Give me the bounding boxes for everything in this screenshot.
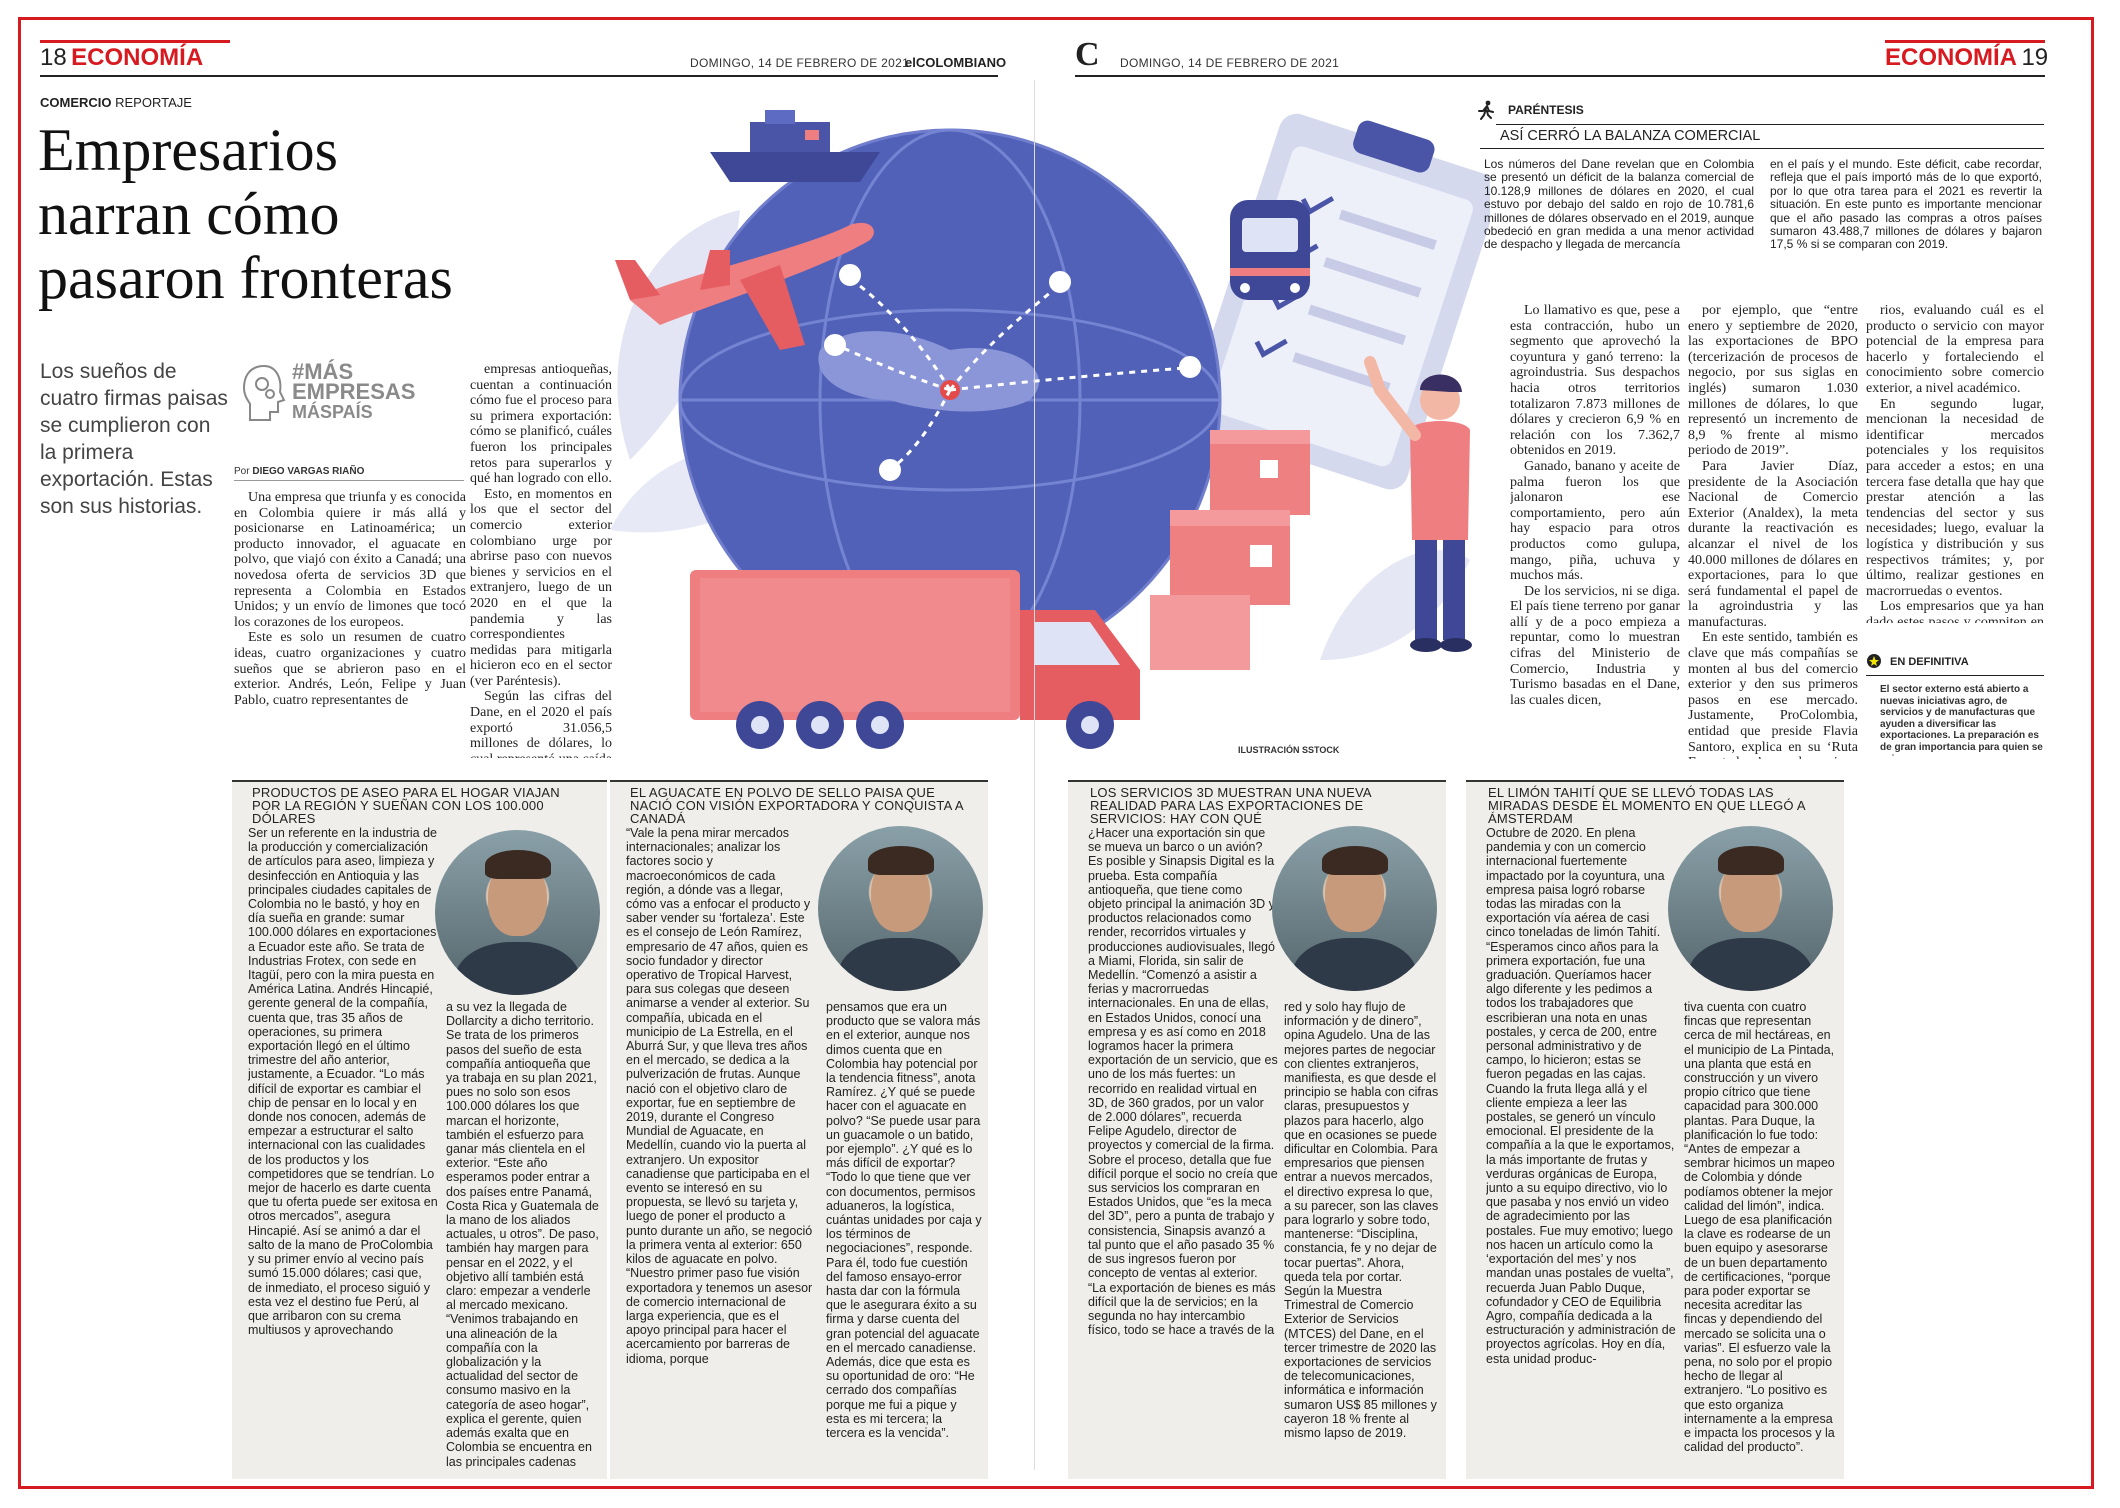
module-2-title: EL AGUACATE EN POLVO DE SELLO PAISA QUE … xyxy=(630,785,963,826)
parentesis-rule-2 xyxy=(1480,148,2044,149)
head-gears-icon xyxy=(240,362,288,424)
module-1-title: PRODUCTOS DE ASEO PARA EL HOGAR VIAJAN P… xyxy=(252,785,560,826)
kicker-section: COMERCIO xyxy=(40,95,112,110)
module-4-col-1: Octubre de 2020. En plena pandemia y con… xyxy=(1486,826,1676,1366)
portrait-felipe-agudelo xyxy=(1272,826,1437,991)
parentesis-rule xyxy=(1496,124,2044,125)
right-page-number: 19 xyxy=(2021,44,2049,71)
module-4-title: EL LIMÓN TAHITÍ QUE SE LLEVÓ TODAS LAS M… xyxy=(1488,785,1805,826)
parentesis-col-2: en el país y el mundo. Este déficit, cab… xyxy=(1770,158,2042,252)
article-paragraph: por ejemplo, que “entre enero y septiemb… xyxy=(1688,303,1858,459)
headline-line-3: pasaron fronteras xyxy=(38,245,453,311)
headline-line-2: narran cómo xyxy=(38,181,340,247)
article-paragraph: Una empresa que triunfa y es conocida en… xyxy=(234,490,466,630)
right-header-rule xyxy=(1075,75,2045,77)
article-paragraph: Según las cifras del Dane, en el 2020 el… xyxy=(470,689,612,758)
article-paragraph: En segundo lugar, mencionan la necesidad… xyxy=(1866,396,2044,599)
page-border xyxy=(18,17,2094,1489)
article-paragraph: Lo llamativo es que, pese a esta contrac… xyxy=(1510,303,1680,459)
airplane-icon xyxy=(615,222,874,350)
left-red-bar xyxy=(40,40,230,43)
campaign-line-1: #MÁS xyxy=(292,359,354,384)
subhead: Los sueños de cuatro firmas paisas se cu… xyxy=(40,360,228,518)
module-4-col-2: tiva cuenta con cuatro fincas que repres… xyxy=(1684,1000,1835,1455)
article-paragraph: Este es solo un resumen de cuatro ideas,… xyxy=(234,630,466,708)
byline-prefix: Por xyxy=(234,466,253,477)
byline-rule xyxy=(234,480,464,481)
portrait-juan-pablo-duque xyxy=(1668,826,1833,991)
module-2-col-2: pensamos que era un producto que se valo… xyxy=(826,1000,982,1441)
star-icon xyxy=(1866,653,1882,669)
headline: Empresarios narran cómo pasaron frontera… xyxy=(38,118,453,310)
en-definitiva-text: El sector externo está abierto a nuevas … xyxy=(1880,684,2043,756)
logo-c: C xyxy=(1075,36,1100,73)
cargo-boxes-icon xyxy=(1150,430,1310,670)
trade-illustration xyxy=(610,110,1490,749)
portrait-leon-ramirez xyxy=(818,826,983,991)
main-text-column-5: rios, evaluando cuál es el producto o se… xyxy=(1866,303,2044,623)
article-paragraph: Los empresarios que ya han dado estes pa… xyxy=(1866,599,2044,623)
truck-icon xyxy=(690,570,1140,749)
en-definitiva-rule xyxy=(1866,675,2044,676)
module-1-col-1: Ser un referente en la industria de la p… xyxy=(248,826,438,1338)
en-definitiva-label: EN DEFINITIVA xyxy=(1890,656,1969,668)
module-1-col-2: a su vez la llegada de Dollarcity a dich… xyxy=(446,1000,599,1470)
byline: Por DIEGO VARGAS RIAÑO xyxy=(234,466,364,477)
module-3-col-1: ¿Hacer una exportación sin que se mueva … xyxy=(1088,826,1278,1338)
left-header-rule xyxy=(40,75,998,77)
article-paragraph: Esto, en momentos en los que el sector d… xyxy=(470,486,612,689)
kicker-type: REPORTAJE xyxy=(111,95,192,110)
article-paragraph: Para Javier Díaz, presidente de la Asoci… xyxy=(1688,458,1858,630)
campaign-line-2: EMPRESAS xyxy=(292,379,416,404)
campaign-logo: #MÁS EMPRESAS MÁSPAÍS xyxy=(292,359,416,423)
article-paragraph: rios, evaluando cuál es el producto o se… xyxy=(1866,303,2044,396)
newspaper-name: elCOLOMBIANO xyxy=(905,55,1007,70)
right-page-header: ECONOMÍA 19 xyxy=(1885,44,2048,72)
module-3-title: LOS SERVICIOS 3D MUESTRAN UNA NUEVA REAL… xyxy=(1090,785,1372,826)
left-date: DOMINGO, 14 DE FEBRERO DE 2021 xyxy=(690,56,910,70)
article-paragraph: empresas antioqueñas, cuentan a continua… xyxy=(470,362,612,487)
kicker: COMERCIO REPORTAJE xyxy=(40,95,192,110)
right-date: DOMINGO, 14 DE FEBRERO DE 2021 xyxy=(1120,56,1340,70)
left-page-number: 18 xyxy=(40,44,67,71)
left-page-header: 18 ECONOMÍA xyxy=(40,44,203,72)
train-icon xyxy=(1230,200,1310,300)
parentesis-title: ASÍ CERRÓ LA BALANZA COMERCIAL xyxy=(1500,128,1761,144)
page-gutter xyxy=(1034,80,1035,1470)
main-text-column-4: por ejemplo, que “entre enero y septiemb… xyxy=(1688,303,1858,759)
headline-line-1: Empresarios xyxy=(38,117,338,183)
parentesis-col-1: Los números del Dane revelan que en Colo… xyxy=(1484,158,1754,252)
article-paragraph: De los servicios, ni se diga. El país ti… xyxy=(1510,583,1680,708)
byline-author: DIEGO VARGAS RIAÑO xyxy=(252,466,365,477)
right-red-bar xyxy=(1885,40,2045,43)
portrait-andres-hincapie xyxy=(435,830,600,995)
person-pointing-icon xyxy=(1364,356,1472,652)
campaign-line-3: MÁSPAÍS xyxy=(292,402,373,422)
module-2-col-1: “Vale la pena mirar mercados internacion… xyxy=(626,826,813,1366)
left-section-name: ECONOMÍA xyxy=(71,44,204,71)
main-text-column-2: empresas antioqueñas, cuentan a continua… xyxy=(470,362,612,758)
parentesis-label: PARÉNTESIS xyxy=(1508,103,1584,117)
main-text-column-1: Una empresa que triunfa y es conocida en… xyxy=(234,490,466,758)
main-text-column-3: Lo llamativo es que, pese a esta contrac… xyxy=(1510,303,1680,759)
article-paragraph: En este sentido, también es clave que má… xyxy=(1688,630,1858,759)
running-figure-icon xyxy=(1476,100,1496,120)
article-paragraph: Ganado, banano y aceite de palma fueron … xyxy=(1510,458,1680,584)
right-section-name: ECONOMÍA xyxy=(1885,44,2017,71)
module-3-col-2: red y solo hay flujo de información y de… xyxy=(1284,1000,1439,1441)
illustration-credit: ILUSTRACIÓN SSTOCK xyxy=(1238,745,1340,755)
ship-icon xyxy=(710,110,880,182)
